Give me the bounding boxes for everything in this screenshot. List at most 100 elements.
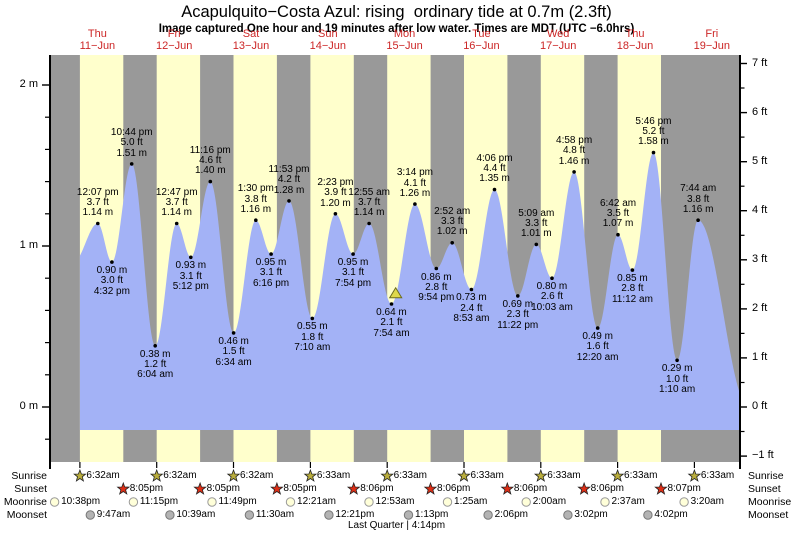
tide-point-dot xyxy=(110,260,114,264)
day-label-date: 14−Jun xyxy=(309,39,346,52)
y-axis-right-label: 7 ft xyxy=(752,56,768,69)
moonrise-time: 11:15pm xyxy=(139,496,179,507)
day-label-date: 11−Jun xyxy=(79,39,116,52)
current-tide-marker xyxy=(388,286,403,299)
tide-label-line: 1.02 m xyxy=(436,226,468,238)
tide-label-line: 1.58 m xyxy=(638,136,669,148)
sunset-icon xyxy=(270,481,284,495)
moonrise-time: 3:20am xyxy=(690,496,724,507)
tide-low-label: 0.80 m 2.6 ft 10:03 am xyxy=(531,281,573,313)
moonset-icon xyxy=(483,510,493,520)
left-minor-tick xyxy=(45,148,50,150)
tide-point-dot xyxy=(96,221,100,226)
tide-label-line: 2.6 ft xyxy=(540,291,564,303)
tide-label-line: 1.35 m xyxy=(479,173,510,185)
moonrise-icon xyxy=(49,497,60,507)
day-label: Wed 17−Jun xyxy=(540,28,576,52)
y-axis-right-label: 1 ft xyxy=(752,350,768,363)
tide-label-line: 7:44 am xyxy=(680,183,717,195)
tide-label-line: 1.2 ft xyxy=(144,359,167,371)
y-axis-right-label: 3 ft xyxy=(752,252,768,265)
tide-high-label: 12:55 am 3.7 ft 1.14 m xyxy=(348,186,390,219)
tide-label-line: 2.8 ft xyxy=(621,283,644,295)
moonset-time: 2:06pm xyxy=(494,509,528,520)
moon-phase-note: Last Quarter | 4:14pm xyxy=(347,520,446,531)
tide-label-line: 10:03 am xyxy=(531,301,573,313)
tide-point-dot xyxy=(231,331,236,335)
tide-label-line: 3.0 ft xyxy=(100,275,124,287)
moonrise-time: 11:49pm xyxy=(218,496,257,507)
right-major-tick xyxy=(740,210,747,212)
tide-label-line: 3:14 pm xyxy=(396,167,434,179)
right-minor-tick xyxy=(740,234,745,236)
day-label-date: 13−Jun xyxy=(232,39,270,52)
tide-point-dot xyxy=(492,187,497,192)
left-minor-tick xyxy=(45,374,50,376)
day-boundary-tick xyxy=(79,462,81,468)
tide-label-line: 3.3 ft xyxy=(441,216,464,228)
day-label: Fri 19−Jun xyxy=(694,28,730,52)
left-minor-tick xyxy=(45,116,50,118)
moonset-time: 4:02pm xyxy=(654,509,688,520)
tide-label-line: 2.4 ft xyxy=(460,302,483,314)
sunrise-time: 6:32am xyxy=(163,470,197,481)
tide-point-dot xyxy=(153,344,157,348)
moonset-time: 11:30am xyxy=(255,509,295,520)
tide-label-line: 3.1 ft xyxy=(179,270,202,282)
tide-point-dot xyxy=(516,294,520,298)
moonrise-icon xyxy=(521,497,531,507)
moonset-time: 3:02pm xyxy=(574,509,608,520)
tide-low-label: 0.93 m 3.1 ft 5:12 pm xyxy=(173,260,209,292)
tide-label-line: 0.55 m xyxy=(297,321,328,333)
sunset-time: 8:06pm xyxy=(437,483,471,494)
sunrise-icon xyxy=(610,468,625,482)
moonrise-icon xyxy=(285,497,296,507)
right-minor-tick xyxy=(740,381,745,384)
tide-label-line: 1.0 ft xyxy=(665,373,689,385)
day-boundary-tick xyxy=(540,462,542,468)
tide-high-label: 4:06 pm 4.4 ft 1.35 m xyxy=(476,153,512,185)
left-major-tick xyxy=(42,406,50,408)
tide-point-dot xyxy=(174,221,179,226)
tide-label-line: 1.14 m xyxy=(82,207,114,219)
tide-point-dot xyxy=(189,255,193,260)
row-label-right-sunrise: Sunrise xyxy=(748,469,784,482)
tide-label-line: 4.4 ft xyxy=(483,163,506,175)
right-major-tick xyxy=(740,259,747,261)
tide-label-line: 4.1 ft xyxy=(403,177,427,189)
moonrise-icon xyxy=(679,497,689,507)
moonrise-icon xyxy=(128,497,139,507)
tide-point-dot xyxy=(254,218,258,222)
moonrise-time: 10:38pm xyxy=(61,496,101,507)
left-major-tick xyxy=(42,84,50,86)
tide-label-line: 11:22 pm xyxy=(497,319,539,331)
right-minor-tick xyxy=(740,87,745,89)
tide-point-dot xyxy=(367,221,371,226)
right-minor-tick xyxy=(740,185,745,187)
sunset-icon xyxy=(116,481,131,495)
day-label: Mon 15−Jun xyxy=(386,28,422,52)
tide-label-line: 1.07 m xyxy=(602,218,634,230)
day-boundary-tick xyxy=(617,462,619,468)
sunset-time: 8:05pm xyxy=(129,483,164,494)
tide-label-line: 1.20 m xyxy=(320,197,351,209)
right-minor-tick xyxy=(740,430,745,433)
tide-low-label: 0.29 m 1.0 ft 1:10 am xyxy=(659,363,695,395)
sunrise-time: 6:33am xyxy=(624,470,658,481)
y-axis-left-label: 0 m xyxy=(19,400,38,412)
sunset-time: 8:05pm xyxy=(283,483,317,494)
tide-label-line: 10:44 pm xyxy=(110,127,153,138)
row-label-right-moonrise: Moonrise xyxy=(748,495,792,508)
tide-label-line: 0.93 m xyxy=(175,260,207,272)
tide-label-line: 12:55 am xyxy=(348,186,390,198)
moonrise-icon xyxy=(207,497,217,507)
moonset-icon xyxy=(563,510,573,520)
moonset-time: 10:39am xyxy=(176,509,216,520)
tide-label-line: 2.1 ft xyxy=(380,317,403,329)
sunrise-time: 6:32am xyxy=(240,470,274,481)
left-minor-tick xyxy=(45,342,50,344)
tide-low-label: 0.73 m 2.4 ft 8:53 am xyxy=(453,293,489,324)
tide-label-line: 1.14 m xyxy=(161,207,192,219)
day-label-dow: Sun xyxy=(318,28,338,40)
tide-label-line: 1.5 ft xyxy=(222,346,245,358)
